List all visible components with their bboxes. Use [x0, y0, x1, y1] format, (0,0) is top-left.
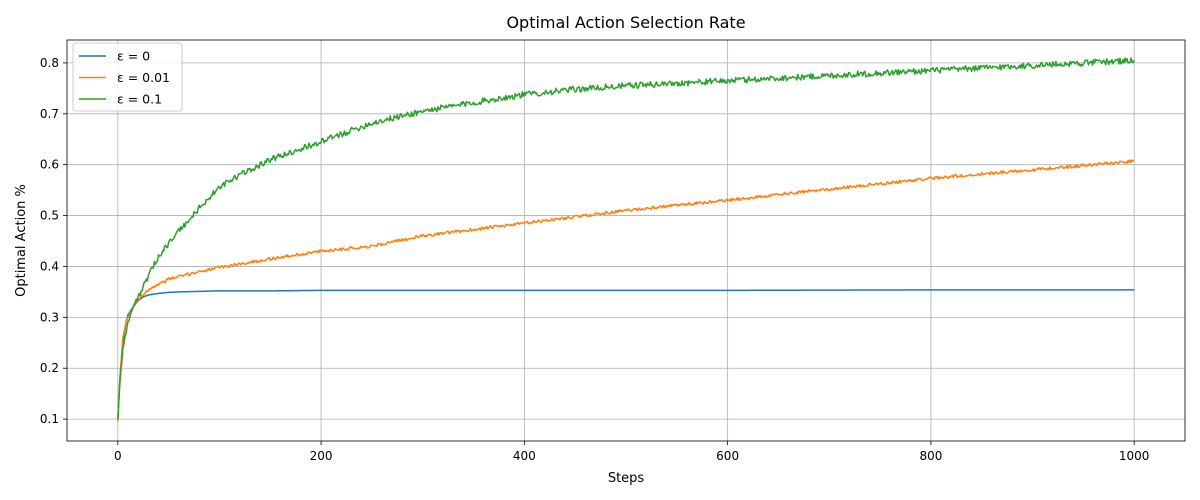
y-axis-ticks: 0.1 0.2 0.3 0.4 0.5 0.6 0.7 0.8: [40, 56, 67, 426]
grid-lines: [67, 40, 1185, 441]
y-tick-label: 0.4: [40, 259, 59, 273]
series-layer: [117, 57, 1135, 422]
y-tick-label: 0.2: [40, 361, 59, 375]
x-tick-label: 800: [919, 449, 942, 463]
legend-label: ε = 0.1: [117, 92, 162, 107]
series-line-2: [117, 159, 1135, 422]
y-tick-label: 0.5: [40, 209, 59, 223]
y-tick-label: 0.7: [40, 107, 59, 121]
y-tick-label: 0.3: [40, 310, 59, 324]
chart-title: Optimal Action Selection Rate: [506, 13, 745, 32]
legend: ε = 0 ε = 0.01 ε = 0.1: [72, 42, 183, 112]
x-tick-label: 600: [716, 449, 739, 463]
x-tick-label: 400: [513, 449, 536, 463]
x-axis-label: Steps: [608, 471, 645, 486]
legend-label: ε = 0: [117, 49, 150, 64]
x-tick-label: 0: [114, 449, 122, 463]
plot-frame: [66, 39, 1186, 442]
x-axis-ticks: 0 200 400 600 800 1000: [114, 441, 1149, 463]
legend-box: [72, 42, 183, 112]
x-tick-label: 1000: [1119, 449, 1150, 463]
y-tick-label: 0.8: [40, 56, 59, 70]
y-axis-label: Optimal Action %: [14, 184, 29, 297]
series-line-3: [117, 57, 1135, 420]
series-line-1: [117, 289, 1135, 420]
y-tick-label: 0.6: [40, 158, 59, 172]
x-tick-label: 200: [310, 449, 333, 463]
legend-label: ε = 0.01: [117, 70, 170, 85]
y-tick-label: 0.1: [40, 412, 59, 426]
